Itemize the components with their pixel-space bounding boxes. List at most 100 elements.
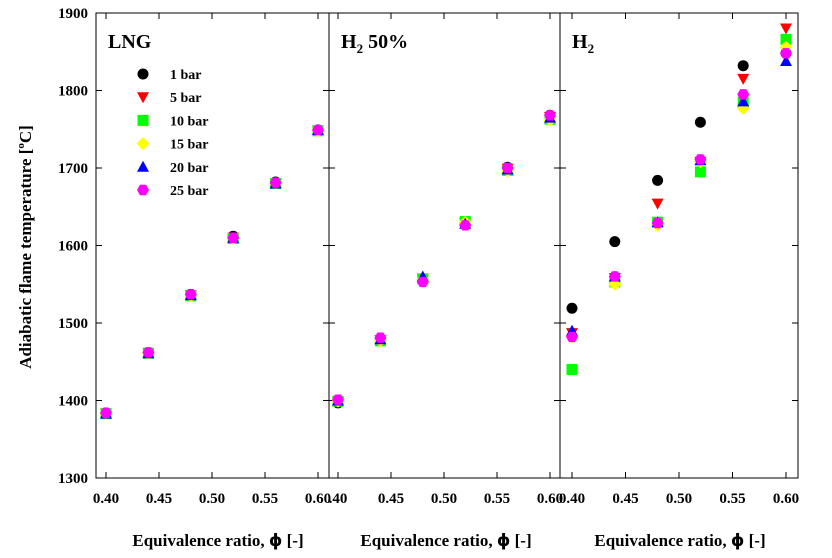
- x-tick-label: 0.45: [378, 491, 404, 507]
- chart-panels: 0.40 0.45 0.50 0.55 0.60 1300 1400 1500 1600 1700…: [58, 6, 799, 507]
- data-point: [332, 394, 344, 405]
- series-25-bar: [100, 124, 324, 419]
- x-axis-label-text: Equivalence ratio,: [594, 531, 730, 550]
- y-axis-label: Adiabatic flame temperature [oC]: [15, 125, 35, 369]
- y-tick-label: 1900: [58, 6, 88, 22]
- x-axis-label-h2-50: Equivalence ratio, ϕ [-]: [360, 531, 531, 551]
- legend-marker: [137, 184, 149, 196]
- panel-title: H2: [572, 31, 594, 56]
- x-axis-label-symbol: ϕ: [269, 531, 283, 551]
- data-point: [312, 124, 324, 136]
- panel-h2: 0.40 0.45 0.50 0.55 0.60 H2: [559, 12, 799, 507]
- x-axis-label-text: Equivalence ratio,: [132, 531, 268, 550]
- x-tick-label: 0.40: [93, 491, 119, 507]
- x-tick-label: 0.55: [719, 491, 745, 507]
- series-5-bar: [100, 125, 324, 420]
- x-tick-label: 0.60: [773, 491, 799, 507]
- x-tick-label: 0.50: [431, 491, 457, 507]
- series-25-bar: [566, 48, 792, 343]
- data-point: [227, 232, 240, 243]
- data-point: [737, 73, 750, 85]
- panel-lng: 0.40 0.45 0.50 0.55 0.60 1300 1400 1500 1600 1700…: [58, 6, 331, 507]
- series-1-bar: [100, 124, 324, 419]
- data-point: [459, 220, 472, 231]
- data-point: [142, 347, 155, 358]
- data-point: [374, 332, 387, 343]
- y-tick-label: 1300: [58, 471, 88, 487]
- data-point: [737, 89, 750, 100]
- legend-label: 20 bar: [170, 161, 209, 176]
- x-axis-label-symbol: ϕ: [497, 531, 511, 551]
- series-25-bar: [332, 110, 556, 405]
- x-axis-label-lng: Equivalence ratio, ϕ [-]: [132, 531, 303, 551]
- y-axis-label-main: Adiabatic flame temperature [: [16, 148, 35, 368]
- legend-marker: [137, 160, 149, 172]
- series-1-bar: [566, 47, 792, 314]
- data-point: [780, 48, 792, 59]
- x-tick-label: 0.55: [252, 491, 278, 507]
- y-axis-label-unit: C]: [16, 125, 35, 143]
- series-15-bar: [99, 124, 325, 421]
- y-tick-label: 1500: [58, 316, 88, 332]
- data-point: [780, 23, 792, 35]
- data-point: [737, 60, 749, 72]
- legend: 1 bar 5 bar 10 bar 15 bar 20 bar 25 bar: [136, 68, 209, 199]
- data-point: [652, 174, 664, 186]
- series-15-bar: [565, 40, 793, 344]
- plot-frame: [328, 12, 561, 479]
- x-tick-label: 0.50: [199, 491, 225, 507]
- legend-label: 1 bar: [170, 68, 202, 83]
- x-tick-label: 0.60: [537, 491, 563, 507]
- data-point: [566, 364, 578, 375]
- x-axis-label-symbol: ϕ: [731, 531, 745, 551]
- data-point: [566, 331, 578, 343]
- x-axis-label-h2: Equivalence ratio, ϕ [-]: [594, 531, 765, 551]
- data-point: [694, 166, 706, 178]
- data-point: [416, 276, 429, 288]
- y-tick-label: 1600: [58, 239, 88, 255]
- y-tick-label: 1400: [58, 394, 88, 410]
- x-tick-label: 0.60: [305, 491, 331, 507]
- data-point: [501, 162, 514, 174]
- plot-frame: [559, 12, 799, 479]
- series-5-bar: [566, 23, 792, 340]
- series-15-bar: [331, 113, 557, 408]
- x-axis-label-unit: [-]: [510, 531, 531, 550]
- y-tick-label: 1800: [58, 84, 88, 100]
- data-point: [780, 55, 792, 67]
- series-20-bar: [332, 111, 556, 406]
- series-20-bar: [100, 124, 324, 419]
- data-point: [651, 198, 664, 210]
- x-tick-label: 0.45: [146, 491, 172, 507]
- legend-label: 10 bar: [170, 114, 209, 129]
- data-point: [609, 236, 621, 248]
- plot-frame: [95, 12, 330, 479]
- data-point: [566, 302, 578, 314]
- data-point: [608, 271, 621, 282]
- series-10-bar: [100, 125, 324, 420]
- data-point: [780, 33, 792, 45]
- legend-marker: [137, 68, 149, 80]
- x-axis-label-unit: [-]: [744, 531, 765, 550]
- data-point: [269, 177, 282, 188]
- x-tick-label: 0.50: [666, 491, 692, 507]
- panel-title: LNG: [108, 31, 152, 53]
- data-point: [694, 154, 707, 165]
- panel-title: H2 50%: [341, 31, 408, 56]
- series-5-bar: [332, 111, 556, 409]
- x-tick-label: 0.55: [484, 491, 510, 507]
- data-point: [544, 110, 556, 121]
- series-20-bar: [566, 55, 792, 336]
- series-10-bar: [566, 33, 792, 375]
- panel-h2-50: .40 0.45 0.50 0.55 0.60 H2 50%: [328, 12, 563, 507]
- legend-label: 5 bar: [170, 91, 202, 106]
- data-point: [184, 289, 197, 300]
- legend-label: 25 bar: [170, 184, 209, 199]
- data-point: [694, 116, 706, 128]
- y-tick-label: 1700: [58, 161, 88, 177]
- x-axis-label-text: Equivalence ratio,: [360, 531, 496, 550]
- legend-marker: [136, 137, 150, 151]
- series-1-bar: [332, 109, 556, 409]
- x-axis-label-unit: [-]: [282, 531, 303, 550]
